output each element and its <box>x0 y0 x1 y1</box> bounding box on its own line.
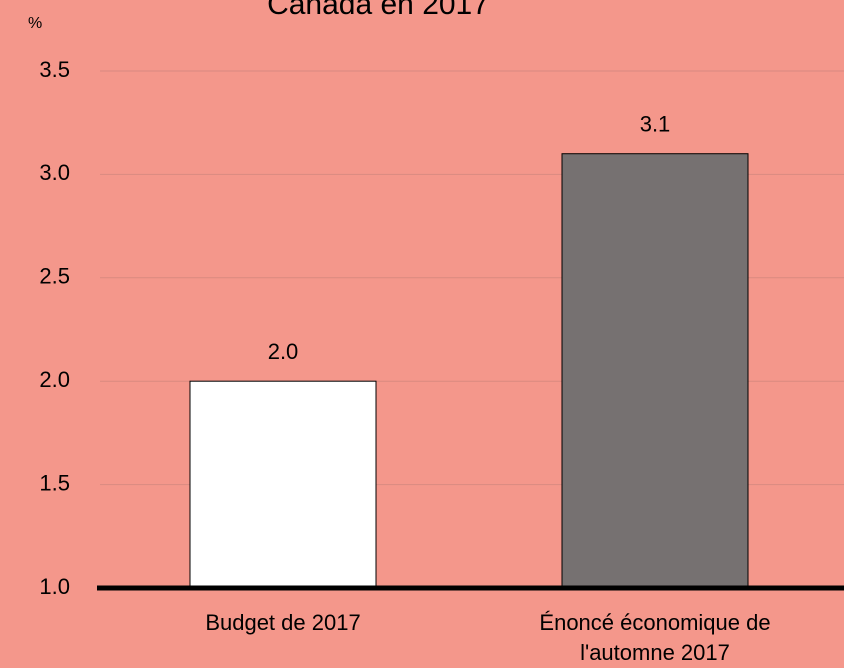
bar <box>189 380 377 589</box>
y-tick-label: 2.5 <box>39 264 70 289</box>
data-label: 2.0 <box>268 339 299 364</box>
y-tick-label: 1.0 <box>39 574 70 599</box>
y-tick-label: 2.0 <box>39 367 70 392</box>
y-axis-label: % <box>28 15 42 32</box>
y-tick-label: 3.5 <box>39 57 70 82</box>
y-tick-label: 1.5 <box>39 470 70 495</box>
y-tick-label: 3.0 <box>39 160 70 185</box>
x-tick-label: Énoncé économique de l'automne 2017 <box>539 610 771 665</box>
chart-title: Canada en 2017 <box>267 0 489 21</box>
data-label: 3.1 <box>640 112 671 137</box>
x-tick-label: Budget de 2017 <box>205 610 361 635</box>
bar <box>561 153 749 589</box>
